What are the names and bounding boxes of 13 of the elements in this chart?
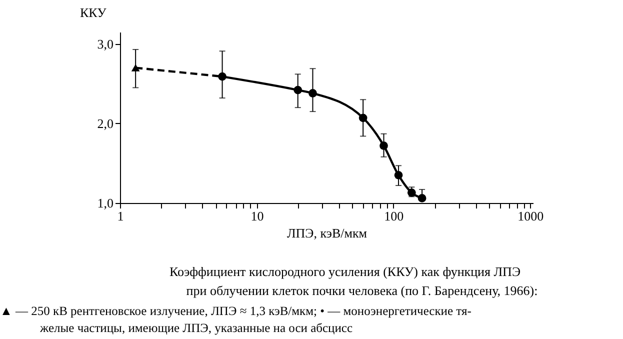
y-tick-label: 2,0 (97, 116, 114, 131)
y-tick-label: 3,0 (97, 36, 114, 52)
text: Коэффициент кислородного усиления (ККУ) как функция ЛПЭ (169, 264, 521, 279)
x-tick-label: 1 (117, 208, 124, 224)
x-tick-label: 10 (250, 208, 264, 224)
y-axis-title: ККУ (80, 5, 108, 20)
y-tick-label: 1,0 (97, 196, 114, 210)
x-axis-title: ЛПЭ, кэВ/мкм (286, 226, 368, 240)
text: желые частицы, имеющие ЛПЭ, указанные на оси абсцисс (39, 321, 353, 335)
x-tick-label: 1000 (518, 208, 544, 224)
x-tick-label: 100 (384, 208, 404, 224)
text: ▲ — 250 кВ рентгеновское излучение, ЛПЭ ≈ 1,3 кэВ/мкм; • — моноэнергетические тя- (0, 304, 472, 318)
text: при облучении клеток почки человека (по Г. Барендсену, 1966): (186, 283, 538, 298)
